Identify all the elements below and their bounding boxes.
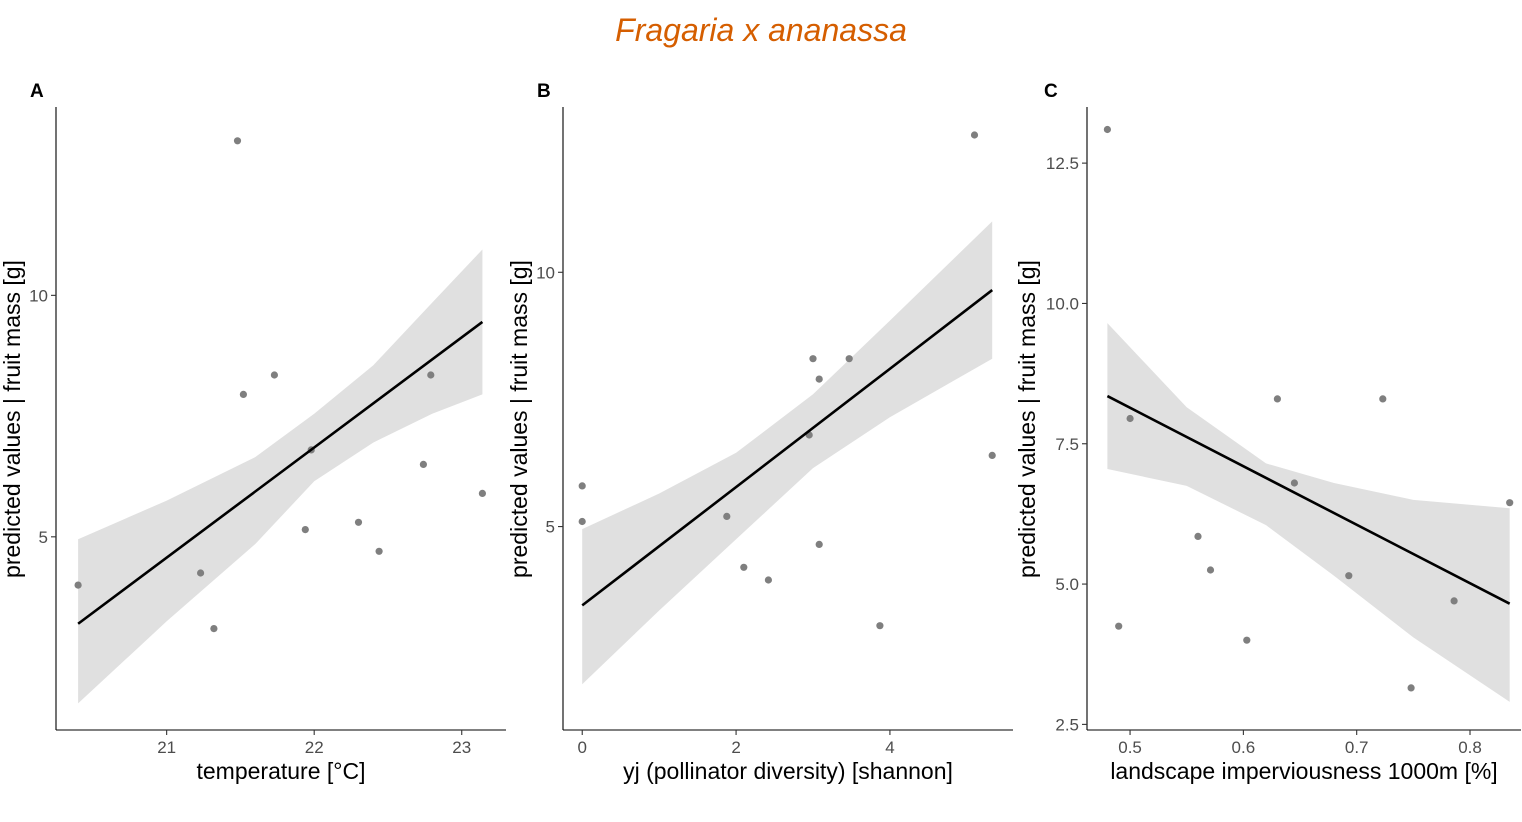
data-point (1407, 684, 1415, 692)
x-tick-label: 0.6 (1232, 738, 1256, 757)
data-point (815, 540, 823, 549)
y-tick-label: 5 (39, 528, 48, 547)
data-point (1126, 414, 1134, 423)
x-tick-label: 22 (305, 738, 324, 757)
data-point (1206, 566, 1215, 574)
confidence-band (582, 221, 993, 685)
panel-a: A 21 22 23 5 10 temperature [°C] predicted valu… (0, 81, 506, 784)
data-point (1506, 499, 1514, 507)
data-point (427, 371, 435, 379)
regression-line (581, 289, 994, 607)
y-axis-label: predicted values | fruit mass [g] (0, 260, 25, 578)
data-point (578, 517, 586, 526)
data-point (578, 482, 586, 490)
data-point (375, 547, 383, 555)
data-point (740, 563, 748, 571)
data-point (970, 131, 979, 139)
x-axis-label: temperature [°C] (197, 758, 366, 784)
y-axis-label: predicted values | fruit mass [g] (1014, 260, 1040, 578)
data-point (74, 581, 82, 589)
y-tick-label: 2.5 (1055, 715, 1079, 734)
y-tick-label: 5.0 (1055, 575, 1079, 594)
data-point (210, 625, 218, 633)
figure-title: Fragaria x ananassa (615, 12, 907, 48)
panel-tag: C (1044, 81, 1058, 102)
data-point (197, 569, 205, 577)
data-point (1273, 395, 1281, 403)
x-tick-label: 21 (157, 738, 176, 757)
x-tick-label: 0.8 (1458, 738, 1482, 757)
data-point (876, 622, 884, 630)
y-tick-label: 5 (546, 518, 555, 537)
x-tick-label: 4 (885, 738, 894, 757)
panel-tag: B (537, 81, 551, 102)
panel-b: B 0 2 4 5 10 yj (pollinator diversity) [shanno… (506, 81, 1013, 784)
data-point (478, 489, 486, 497)
data-point (845, 355, 853, 363)
data-point (723, 512, 731, 521)
y-axis-label: predicted values | fruit mass [g] (506, 260, 532, 578)
y-tick-label: 10 (536, 263, 555, 282)
data-point (419, 460, 427, 468)
data-point (1243, 636, 1251, 644)
panel-c: C 0.5 0.6 0.7 0.8 2.5 5.0 7.5 10.0 12.5 landscape … (1014, 81, 1521, 784)
data-point (270, 371, 278, 379)
confidence-band (78, 249, 483, 704)
panel-tag: A (30, 81, 44, 102)
x-tick-label: 23 (452, 738, 471, 757)
data-point (233, 137, 242, 145)
y-tick-label: 10 (29, 286, 48, 305)
x-tick-label: 0 (577, 738, 586, 757)
data-point (354, 518, 363, 526)
x-tick-label: 0.7 (1345, 738, 1369, 757)
regression-line (1106, 394, 1511, 605)
data-point (239, 390, 247, 398)
data-point (1290, 479, 1298, 487)
x-axis-label: landscape imperviousness 1000m [%] (1110, 758, 1497, 784)
data-point (1115, 622, 1123, 630)
data-point (1194, 532, 1202, 541)
data-point (1450, 597, 1458, 605)
regression-line (77, 320, 484, 625)
data-point (1345, 572, 1353, 580)
data-point (1103, 125, 1111, 134)
x-tick-label: 2 (731, 738, 740, 757)
confidence-band (1107, 323, 1510, 702)
data-point (988, 451, 996, 459)
data-point (809, 355, 817, 363)
y-tick-label: 7.5 (1055, 435, 1079, 454)
x-axis-label: yj (pollinator diversity) [shannon] (623, 758, 953, 784)
data-point (301, 526, 309, 534)
data-point (815, 375, 823, 383)
data-point (1379, 395, 1387, 403)
x-tick-label: 0.5 (1118, 738, 1142, 757)
y-tick-label: 12.5 (1046, 154, 1079, 173)
data-point (764, 576, 773, 584)
y-tick-label: 10.0 (1046, 294, 1079, 313)
